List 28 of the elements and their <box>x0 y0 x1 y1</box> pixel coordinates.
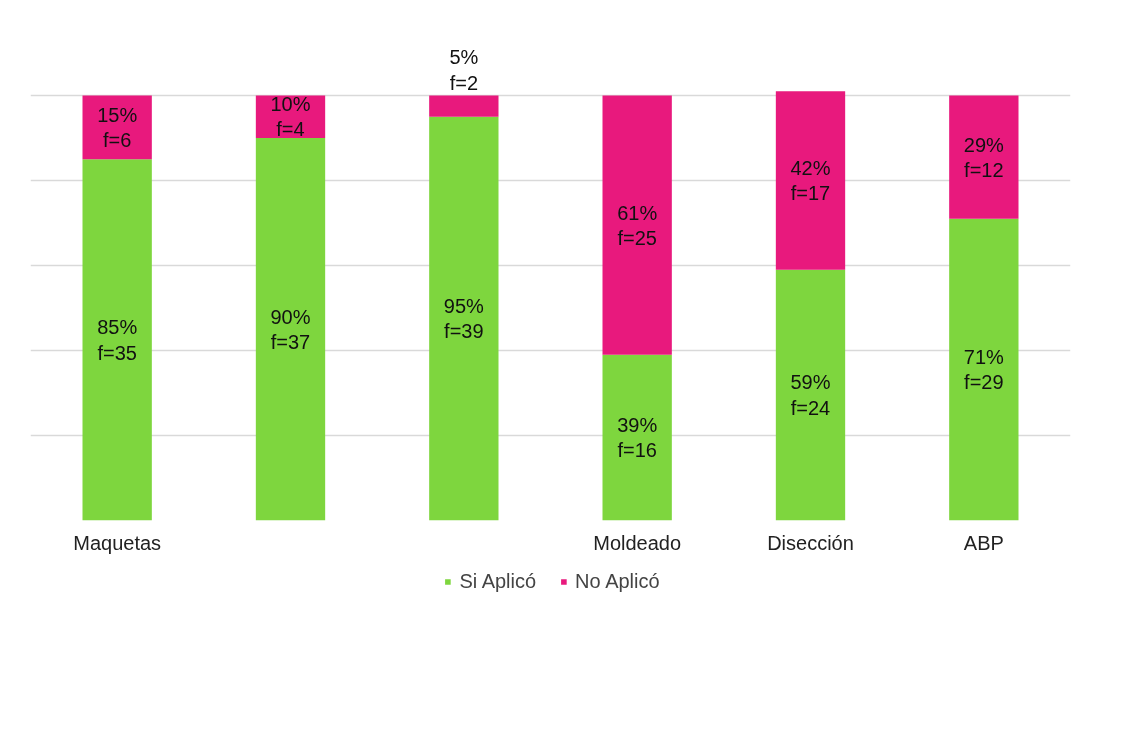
legend-label: Si Aplicó <box>459 569 537 593</box>
data-label: 95% f=39 <box>443 295 485 343</box>
x-tick-label: Moldeado <box>593 531 682 554</box>
bar <box>775 269 846 521</box>
bar <box>82 159 152 521</box>
x-tick-label: ABP <box>963 531 1004 554</box>
bar <box>949 218 1019 521</box>
data-label: 85% f=35 <box>97 316 138 364</box>
bar <box>602 95 672 355</box>
data-label: 10% f=4 <box>270 93 311 141</box>
data-label: 71% f=29 <box>963 345 1005 394</box>
bar <box>429 95 499 117</box>
data-label: 15% f=6 <box>97 103 138 152</box>
bar <box>775 91 846 270</box>
data-label: 90% f=37 <box>270 305 311 353</box>
legend-label: No Aplicó <box>575 569 660 593</box>
bar <box>602 354 672 521</box>
data-label: 59% f=24 <box>790 371 831 419</box>
bar <box>949 95 1019 219</box>
bar <box>255 138 326 521</box>
data-label: 5% f=2 <box>449 46 479 94</box>
data-label: 29% f=12 <box>963 133 1005 181</box>
x-tick-label: Disección <box>767 531 854 554</box>
data-label: 61% f=25 <box>617 201 658 249</box>
x-tick-label: Maquetas <box>73 531 162 554</box>
data-label: 39% f=16 <box>617 413 658 462</box>
bar <box>429 116 499 521</box>
data-label: 42% f=17 <box>790 156 831 205</box>
